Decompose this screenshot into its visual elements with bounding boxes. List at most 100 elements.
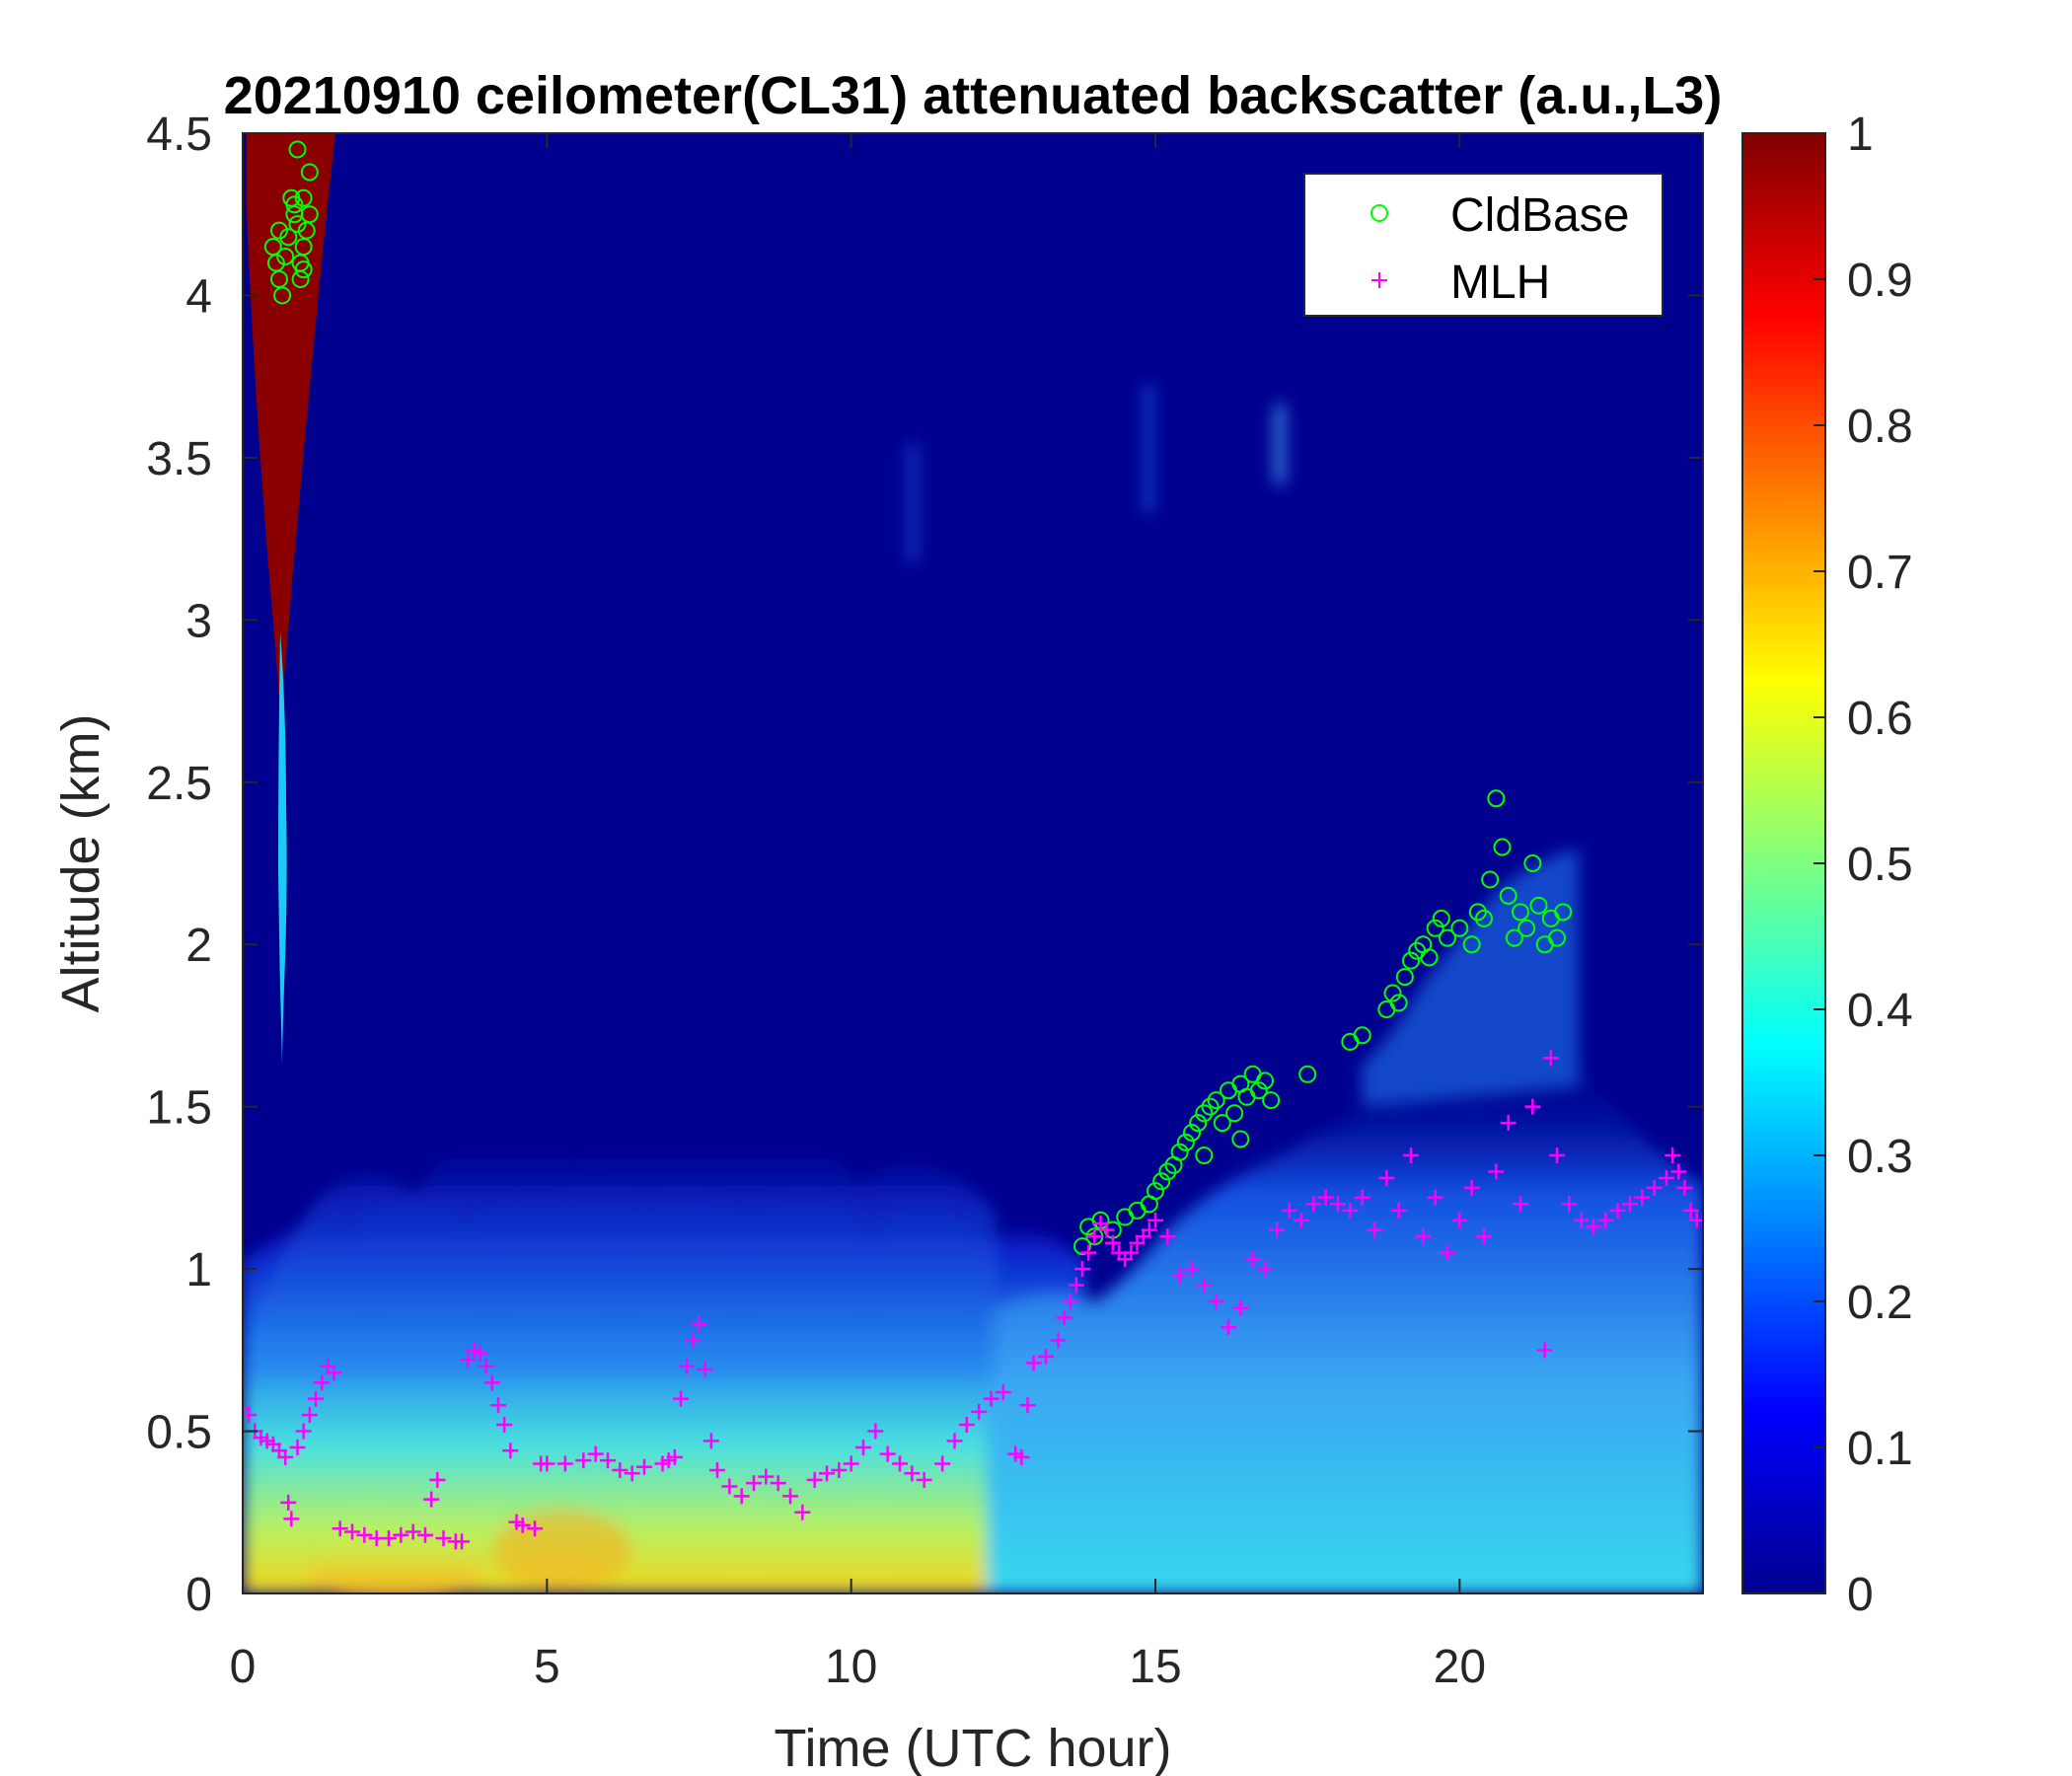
x-tick-label: 10 bbox=[825, 1641, 877, 1693]
cldbase-point bbox=[1262, 1091, 1281, 1110]
mlh-point bbox=[295, 1423, 312, 1440]
mlh-point bbox=[301, 1407, 318, 1424]
mlh-point bbox=[1682, 1202, 1699, 1219]
cldbase-point bbox=[1249, 1081, 1268, 1100]
mlh-point bbox=[1330, 1196, 1346, 1213]
mlh-point bbox=[1609, 1202, 1626, 1219]
cldbase-point bbox=[1183, 1123, 1201, 1142]
colorbar-tick-label: 0.6 bbox=[1847, 693, 1913, 745]
colorbar-tick-label: 0.8 bbox=[1847, 401, 1913, 453]
mlh-point bbox=[612, 1462, 629, 1479]
mlh-point bbox=[1050, 1332, 1067, 1349]
mlh-point bbox=[1305, 1196, 1322, 1213]
mlh-point bbox=[280, 1494, 297, 1511]
mlh-point bbox=[1573, 1212, 1590, 1228]
cldbase-point bbox=[1499, 886, 1517, 905]
cldbase-point bbox=[288, 140, 307, 159]
colorbar: 0 0.1 0.2 0.3 0.4 0.5 0.6 0.7 0.8 0.9 1 bbox=[1741, 109, 1913, 1621]
mlh-point bbox=[685, 1332, 702, 1349]
mlh-point bbox=[429, 1471, 446, 1488]
colorbar-tick-label: 0.7 bbox=[1847, 547, 1913, 599]
mlh-point bbox=[1695, 1212, 1703, 1228]
mlh-point bbox=[806, 1471, 823, 1488]
mlh-point bbox=[1524, 1098, 1541, 1115]
mlh-point bbox=[983, 1390, 999, 1407]
mlh-point bbox=[423, 1491, 440, 1508]
cldbase-point bbox=[285, 195, 304, 214]
mlh-point bbox=[1378, 1170, 1395, 1187]
mlh-point bbox=[283, 1511, 300, 1527]
cldbase-point bbox=[1529, 896, 1548, 915]
mlh-point bbox=[709, 1462, 725, 1479]
colorbar-tick-label: 0.3 bbox=[1847, 1131, 1913, 1183]
mlh-point bbox=[1586, 1219, 1601, 1235]
boundary-layer-upper bbox=[243, 1127, 997, 1381]
mlh-point bbox=[733, 1488, 750, 1505]
mlh-point bbox=[1440, 1244, 1455, 1261]
mlh-point bbox=[879, 1445, 896, 1462]
cldbase-point bbox=[279, 228, 298, 247]
mlh-point bbox=[770, 1475, 786, 1492]
mlh-point bbox=[958, 1416, 975, 1433]
legend-cldbase-marker bbox=[1370, 204, 1388, 222]
mlh-point bbox=[527, 1520, 543, 1537]
cldbase-point bbox=[1195, 1104, 1214, 1123]
mlh-point bbox=[1549, 1147, 1565, 1163]
mlh-point bbox=[1208, 1294, 1224, 1309]
mlh-point bbox=[904, 1465, 921, 1482]
y-tick-label: 4.5 bbox=[146, 109, 212, 161]
mlh-point bbox=[1062, 1294, 1078, 1309]
mlh-point bbox=[314, 1374, 331, 1391]
mlh-point bbox=[1646, 1179, 1663, 1196]
mlh-point bbox=[1098, 1221, 1115, 1238]
mlh-point bbox=[326, 1365, 342, 1381]
cldbase-point bbox=[276, 247, 295, 265]
mlh-point bbox=[472, 1345, 488, 1362]
mlh-point bbox=[1597, 1212, 1614, 1228]
mlh-point bbox=[1104, 1234, 1121, 1251]
mlh-point bbox=[478, 1358, 494, 1374]
mlh-point bbox=[1317, 1189, 1334, 1206]
mlh-point bbox=[697, 1362, 713, 1378]
cldbase-point bbox=[273, 286, 292, 305]
cldbase-point bbox=[1189, 1114, 1208, 1133]
mlh-point bbox=[691, 1316, 707, 1333]
mlh-point bbox=[1244, 1251, 1261, 1268]
mlh-point bbox=[289, 1440, 306, 1455]
cldbase-point bbox=[1548, 928, 1566, 947]
mlh-point bbox=[1542, 1050, 1559, 1067]
cldbase-point bbox=[1517, 919, 1536, 937]
mlh-markers bbox=[243, 1050, 1703, 1550]
mlh-point bbox=[1659, 1170, 1674, 1187]
cldbase-point bbox=[1523, 854, 1542, 872]
cldbase-point bbox=[1298, 1065, 1317, 1083]
x-axis-label: Time (UTC hour) bbox=[774, 1719, 1171, 1776]
y-tick-label: 3.5 bbox=[146, 433, 212, 485]
mlh-point bbox=[1488, 1163, 1505, 1180]
mlh-point bbox=[575, 1452, 592, 1469]
legend-mlh-marker bbox=[1371, 272, 1387, 288]
high-cloud-tail bbox=[278, 631, 287, 1066]
cldbase-point bbox=[1231, 1130, 1250, 1148]
mlh-point bbox=[1354, 1189, 1370, 1206]
mlh-point bbox=[1513, 1196, 1528, 1213]
mlh-point bbox=[405, 1523, 421, 1540]
mlh-point bbox=[1427, 1189, 1443, 1206]
mlh-point bbox=[1196, 1277, 1213, 1294]
mlh-point bbox=[758, 1468, 775, 1485]
mlh-point bbox=[308, 1390, 324, 1407]
mlh-point bbox=[1403, 1147, 1419, 1163]
mlh-point bbox=[831, 1462, 848, 1479]
mlh-point bbox=[1171, 1267, 1188, 1284]
mlh-point bbox=[514, 1517, 531, 1533]
cldbase-point bbox=[294, 188, 313, 207]
mlh-point bbox=[1463, 1179, 1480, 1196]
cldbase-point bbox=[1554, 903, 1573, 922]
colorbar-tick-label: 1 bbox=[1847, 109, 1874, 161]
x-tick-label: 0 bbox=[230, 1641, 257, 1693]
mlh-point bbox=[1141, 1221, 1157, 1238]
mlh-point bbox=[460, 1352, 477, 1369]
cldbase-point bbox=[294, 260, 313, 279]
colorbar-tick-label: 0.2 bbox=[1847, 1277, 1913, 1329]
